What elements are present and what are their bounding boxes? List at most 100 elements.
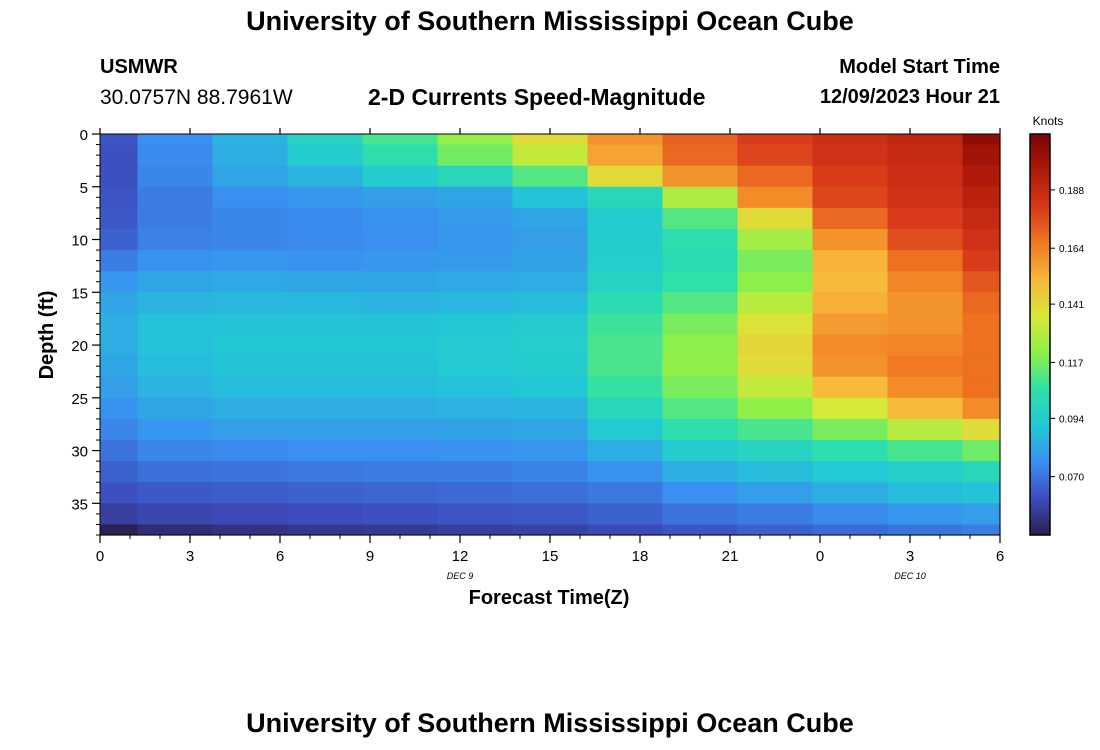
- heatmap-cell: [737, 207, 814, 230]
- heatmap-cell: [437, 144, 514, 167]
- colorbar-segment: [1030, 404, 1050, 409]
- heatmap-cell: [437, 134, 514, 146]
- heatmap-cell: [587, 376, 664, 399]
- x-date-label: DEC 10: [894, 571, 926, 581]
- colorbar-segment: [1030, 227, 1050, 232]
- heatmap-cell: [100, 144, 139, 167]
- colorbar-segment: [1030, 511, 1050, 516]
- heatmap-cell: [100, 334, 139, 357]
- heatmap-cell: [512, 524, 589, 536]
- heatmap-cell: [737, 503, 814, 526]
- colorbar-segment: [1030, 307, 1050, 312]
- heatmap-cell: [887, 250, 964, 272]
- colorbar-segment: [1030, 524, 1050, 529]
- heatmap-cell: [100, 313, 139, 336]
- heatmap-cell: [512, 418, 589, 441]
- heatmap-cell: [100, 482, 139, 504]
- colorbar-segment: [1030, 287, 1050, 292]
- heatmap-cell: [137, 292, 214, 314]
- heatmap-cell: [212, 271, 289, 293]
- heatmap-cell: [437, 228, 514, 251]
- heatmap-cell: [962, 292, 1001, 314]
- heatmap-cell: [662, 313, 739, 336]
- colorbar-segment: [1030, 364, 1050, 369]
- heatmap-cell: [662, 355, 739, 378]
- heatmap-cell: [437, 313, 514, 336]
- heatmap-cell: [100, 418, 139, 441]
- colorbar-segment: [1030, 488, 1050, 493]
- colorbar-segment: [1030, 314, 1050, 319]
- colorbar-segment: [1030, 468, 1050, 473]
- heatmap-cell: [887, 228, 964, 251]
- y-tick-label: 25: [71, 391, 88, 408]
- colorbar-segment: [1030, 331, 1050, 335]
- colorbar-tick-label: 0.117: [1059, 358, 1084, 369]
- heatmap-cell: [212, 418, 289, 441]
- heatmap-cell: [812, 440, 889, 462]
- station-coordinates: 30.0757N 88.7961W: [100, 86, 293, 109]
- heatmap-cell: [512, 313, 589, 336]
- y-tick-label: 5: [80, 180, 88, 197]
- heatmap-cell: [737, 165, 814, 188]
- colorbar-segment: [1030, 240, 1050, 245]
- colorbar-segment: [1030, 311, 1050, 315]
- heatmap-cell: [812, 186, 889, 209]
- colorbar-segment: [1030, 377, 1050, 382]
- heatmap-cell: [887, 418, 964, 441]
- colorbar-segment: [1030, 438, 1050, 442]
- heatmap-cell: [100, 440, 139, 462]
- heatmap-cell: [437, 376, 514, 399]
- heatmap-cell: [287, 313, 364, 336]
- heatmap-cell: [737, 418, 814, 441]
- heatmap-cell: [362, 228, 439, 251]
- colorbar-segment: [1030, 271, 1050, 275]
- heatmap-cell: [100, 165, 139, 188]
- colorbar-segment: [1030, 194, 1050, 198]
- heatmap-cell: [812, 165, 889, 188]
- heatmap-cell: [100, 355, 139, 378]
- colorbar-segment: [1030, 250, 1050, 255]
- colorbar-segment: [1030, 284, 1050, 289]
- heatmap-cell: [100, 376, 139, 399]
- heatmap-cell: [737, 250, 814, 272]
- colorbar-segment: [1030, 160, 1050, 165]
- heatmap-cell: [812, 313, 889, 336]
- heatmap-cell: [362, 292, 439, 314]
- heatmap-cell: [737, 228, 814, 251]
- colorbar-segment: [1030, 424, 1050, 429]
- heatmap-cell: [512, 134, 589, 146]
- colorbar-segment: [1030, 478, 1050, 483]
- x-tick-label: 3: [186, 548, 194, 565]
- heatmap-cell: [962, 250, 1001, 272]
- heatmap-cell: [287, 292, 364, 314]
- colorbar-segment: [1030, 140, 1050, 145]
- x-tick-label: 3: [906, 548, 914, 565]
- heatmap-cell: [587, 440, 664, 462]
- y-tick-label: 30: [71, 444, 88, 461]
- heatmap-cell: [512, 503, 589, 526]
- heatmap-cell: [962, 228, 1001, 251]
- heatmap-cell: [587, 355, 664, 378]
- colorbar-segment: [1030, 494, 1050, 499]
- colorbar-segment: [1030, 414, 1050, 419]
- heatmap-cell: [737, 524, 814, 536]
- colorbar-segment: [1030, 254, 1050, 259]
- heatmap-cell: [137, 271, 214, 293]
- heatmap-cell: [212, 165, 289, 188]
- heatmap-cell: [962, 334, 1001, 357]
- heatmap-cell: [362, 134, 439, 146]
- colorbar-segment: [1030, 531, 1050, 536]
- heatmap-cell: [137, 482, 214, 504]
- heatmap-cell: [437, 292, 514, 314]
- heatmap-cell: [212, 292, 289, 314]
- x-tick-label: 6: [276, 548, 284, 565]
- heatmap-cell: [137, 313, 214, 336]
- heatmap-cell: [737, 461, 814, 483]
- heatmap-cell: [962, 271, 1001, 293]
- heatmap-cell: [887, 376, 964, 399]
- heatmap-cell: [362, 313, 439, 336]
- heatmap-cell: [137, 334, 214, 357]
- colorbar-segment: [1030, 247, 1050, 252]
- colorbar-segment: [1030, 371, 1050, 376]
- heatmap-cell: [587, 186, 664, 209]
